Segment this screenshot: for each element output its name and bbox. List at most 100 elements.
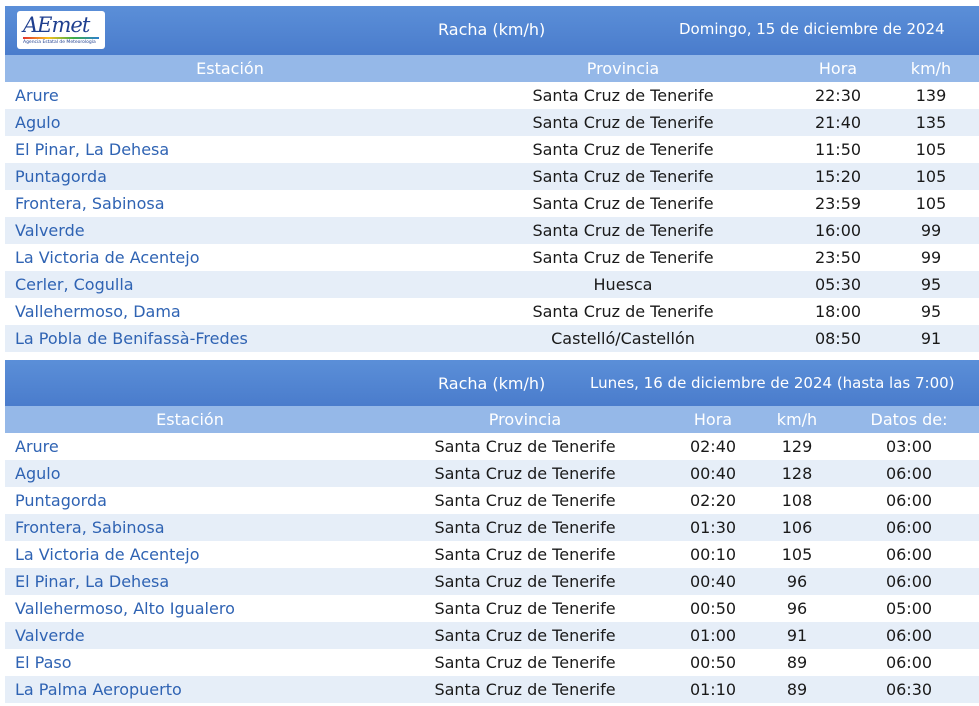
cell-province: Santa Cruz de Tenerife	[532, 221, 714, 240]
cell-time: 02:40	[689, 437, 737, 456]
cell-province: Santa Cruz de Tenerife	[434, 491, 616, 510]
cell-time: 16:00	[814, 221, 862, 240]
cell-station: La Palma Aeropuerto	[15, 680, 182, 699]
header-station: Estación	[156, 410, 224, 429]
cell-speed: 135	[915, 113, 947, 132]
cell-province: Santa Cruz de Tenerife	[532, 248, 714, 267]
cell-time: 21:40	[814, 113, 862, 132]
cell-time: 00:40	[689, 572, 737, 591]
cell-time: 01:30	[689, 518, 737, 537]
header-speed: km/h	[910, 59, 952, 78]
cell-time: 18:00	[814, 302, 862, 321]
table-title-bar: Racha (km/h) Lunes, 16 de diciembre de 2…	[5, 360, 979, 406]
cell-time: 00:50	[689, 653, 737, 672]
cell-province: Huesca	[593, 275, 653, 294]
cell-station: Vallehermoso, Alto Igualero	[15, 599, 235, 618]
cell-data-time: 05:00	[885, 599, 933, 618]
cell-speed: 96	[786, 572, 808, 591]
cell-province: Santa Cruz de Tenerife	[434, 545, 616, 564]
header-province: Provincia	[488, 410, 562, 429]
cell-province: Santa Cruz de Tenerife	[434, 653, 616, 672]
table-row: La Victoria de Acentejo Santa Cruz de Ten…	[5, 244, 979, 271]
cell-province: Santa Cruz de Tenerife	[532, 140, 714, 159]
table-row: El Pinar, La Dehesa Santa Cruz de Tenerif…	[5, 568, 979, 595]
cell-speed: 105	[781, 545, 813, 564]
table-title: Racha (km/h)	[438, 374, 546, 393]
cell-time: 08:50	[814, 329, 862, 348]
header-province: Provincia	[586, 59, 660, 78]
cell-speed: 89	[786, 680, 808, 699]
cell-province: Santa Cruz de Tenerife	[532, 113, 714, 132]
table-row: La Pobla de Benifassà-Fredes Castelló/Cas…	[5, 325, 979, 352]
table-title-bar: AEmet Agencia Estatal de Meteorología Ra…	[5, 6, 979, 55]
cell-speed: 139	[915, 86, 947, 105]
cell-time: 05:30	[814, 275, 862, 294]
cell-province: Santa Cruz de Tenerife	[434, 572, 616, 591]
cell-station: Agulo	[15, 464, 61, 483]
cell-speed: 89	[786, 653, 808, 672]
cell-province: Santa Cruz de Tenerife	[434, 680, 616, 699]
cell-time: 00:10	[689, 545, 737, 564]
cell-time: 22:30	[814, 86, 862, 105]
cell-time: 01:00	[689, 626, 737, 645]
cell-station: La Victoria de Acentejo	[15, 545, 200, 564]
cell-speed: 96	[786, 599, 808, 618]
cell-time: 23:50	[814, 248, 862, 267]
cell-province: Santa Cruz de Tenerife	[434, 437, 616, 456]
logo-subtitle: Agencia Estatal de Meteorología	[23, 40, 96, 45]
table-row: El Paso Santa Cruz de Tenerife 00:50 89 06:0…	[5, 649, 979, 676]
cell-station: Vallehermoso, Dama	[15, 302, 181, 321]
cell-province: Santa Cruz de Tenerife	[434, 626, 616, 645]
gust-table-monday: Racha (km/h) Lunes, 16 de diciembre de 2…	[5, 360, 979, 703]
cell-data-time: 06:00	[885, 653, 933, 672]
table-row: La Palma Aeropuerto Santa Cruz de Tenerif…	[5, 676, 979, 703]
table-row: Valverde Santa Cruz de Tenerife 01:00 91 06:…	[5, 622, 979, 649]
table-title: Racha (km/h)	[438, 20, 546, 39]
cell-data-time: 06:00	[885, 545, 933, 564]
table-row: La Victoria de Acentejo Santa Cruz de Ten…	[5, 541, 979, 568]
table-body: Arure Santa Cruz de Tenerife 22:30 139 Agulo…	[5, 82, 979, 352]
cell-time: 01:10	[689, 680, 737, 699]
cell-speed: 108	[781, 491, 813, 510]
column-header-row: Estación Provincia Hora km/h Datos de:	[5, 406, 979, 433]
cell-station: El Pinar, La Dehesa	[15, 572, 170, 591]
cell-speed: 105	[915, 194, 947, 213]
table-row: Agulo Santa Cruz de Tenerife 21:40 135	[5, 109, 979, 136]
cell-speed: 95	[920, 302, 942, 321]
table-row: Arure Santa Cruz de Tenerife 22:30 139	[5, 82, 979, 109]
cell-station: Frontera, Sabinosa	[15, 518, 165, 537]
cell-province: Santa Cruz de Tenerife	[434, 599, 616, 618]
table-row: Frontera, Sabinosa Santa Cruz de Tenerife…	[5, 514, 979, 541]
cell-speed: 95	[920, 275, 942, 294]
header-station: Estación	[196, 59, 264, 78]
cell-speed: 105	[915, 140, 947, 159]
table-row: Arure Santa Cruz de Tenerife 02:40 129 03:00	[5, 433, 979, 460]
cell-speed: 129	[781, 437, 813, 456]
cell-station: Puntagorda	[15, 167, 107, 186]
cell-province: Santa Cruz de Tenerife	[532, 86, 714, 105]
logo-mark: AEmet	[23, 13, 90, 37]
gust-table-sunday: AEmet Agencia Estatal de Meteorología Ra…	[5, 6, 979, 352]
cell-station: Valverde	[15, 221, 85, 240]
cell-province: Santa Cruz de Tenerife	[434, 518, 616, 537]
cell-province: Santa Cruz de Tenerife	[532, 194, 714, 213]
cell-station: Frontera, Sabinosa	[15, 194, 165, 213]
table-row: Puntagorda Santa Cruz de Tenerife 02:20 108…	[5, 487, 979, 514]
cell-station: Cerler, Cogulla	[15, 275, 134, 294]
cell-data-time: 06:00	[885, 491, 933, 510]
header-time: Hora	[818, 59, 858, 78]
cell-station: Valverde	[15, 626, 85, 645]
cell-speed: 128	[781, 464, 813, 483]
header-data-time: Datos de:	[870, 410, 948, 429]
cell-speed: 91	[786, 626, 808, 645]
header-speed: km/h	[776, 410, 818, 429]
cell-time: 00:40	[689, 464, 737, 483]
table-row: Puntagorda Santa Cruz de Tenerife 15:20 105	[5, 163, 979, 190]
header-time: Hora	[693, 410, 733, 429]
cell-data-time: 06:00	[885, 464, 933, 483]
cell-time: 15:20	[814, 167, 862, 186]
cell-data-time: 06:30	[885, 680, 933, 699]
table-row: Vallehermoso, Alto Igualero Santa Cruz de…	[5, 595, 979, 622]
table-row: Cerler, Cogulla Huesca 05:30 95	[5, 271, 979, 298]
cell-station: Agulo	[15, 113, 61, 132]
